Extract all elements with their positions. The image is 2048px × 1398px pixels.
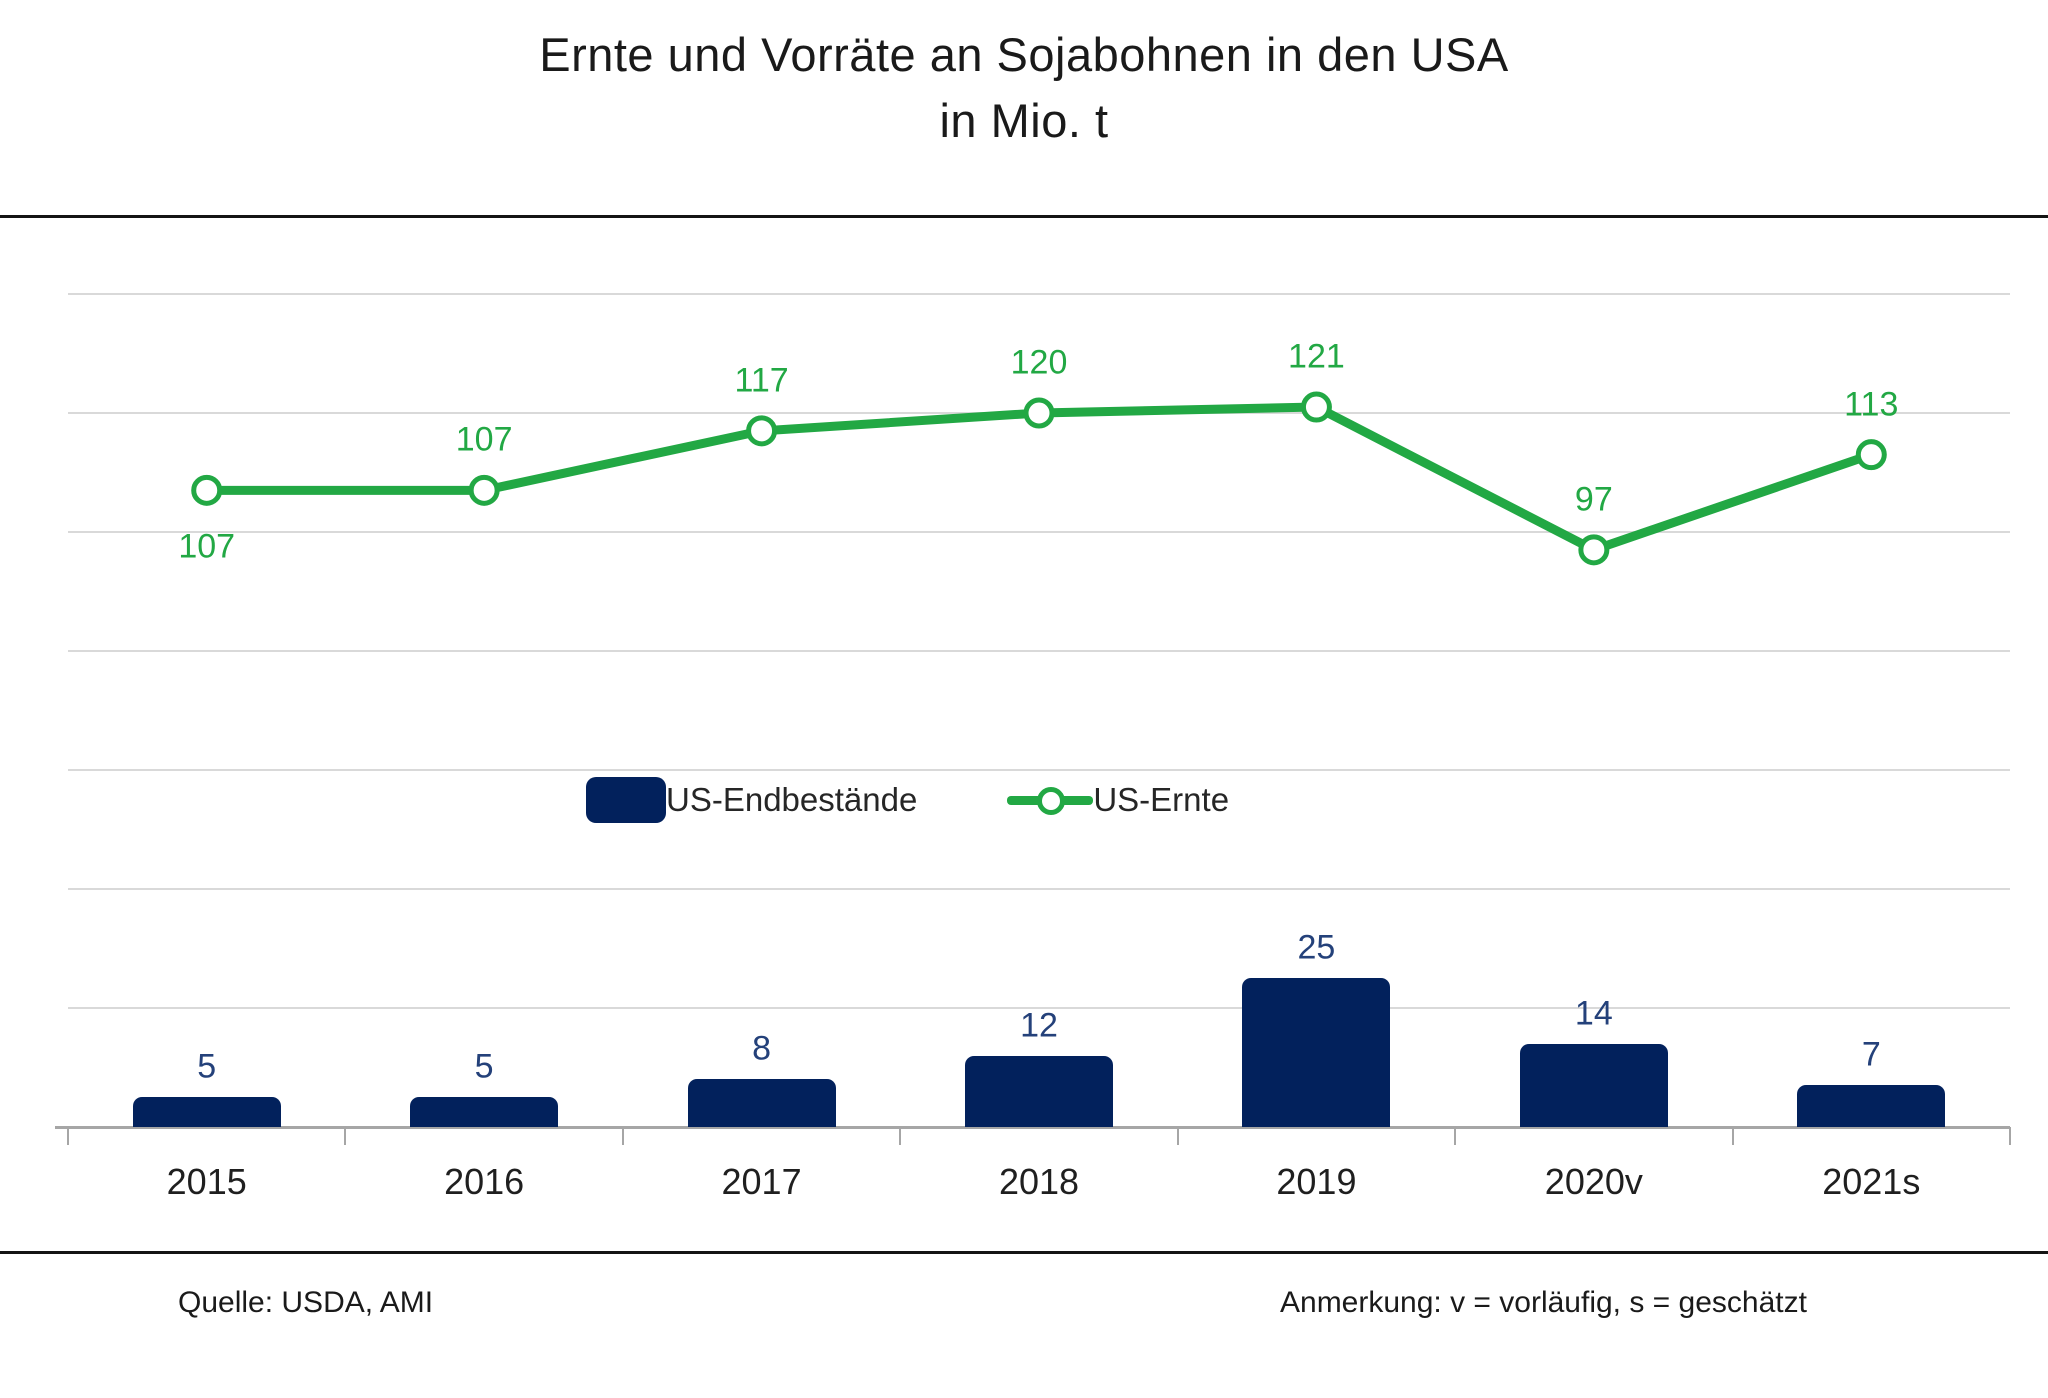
x-axis-tick	[67, 1127, 69, 1145]
x-axis-label: 2015	[166, 1161, 247, 1202]
chart-title-line2: in Mio. t	[939, 94, 1109, 147]
chart-title-line1: Ernte und Vorräte an Sojabohnen in den U…	[539, 28, 1509, 81]
note-text: Anmerkung: v = vorläufig, s = geschätzt	[1280, 1286, 1807, 1319]
bar	[1519, 1043, 1668, 1127]
bar-data-label: 7	[1861, 1035, 1881, 1074]
x-axis-tick	[1176, 1127, 1179, 1145]
x-axis-line	[55, 1126, 2010, 1129]
bar-data-label: 12	[1020, 1006, 1058, 1045]
line-point-marker-icon	[746, 415, 778, 447]
x-axis-tick	[621, 1127, 624, 1145]
bar	[965, 1055, 1113, 1127]
legend-label-endbestaende: US-Endbestände	[666, 781, 918, 818]
line-data-label: 113	[1844, 385, 1899, 424]
line-data-label: 107	[178, 527, 236, 566]
x-axis-tick	[2009, 1127, 2011, 1145]
x-axis-label: 2020v	[1544, 1161, 1643, 1202]
line-point-marker-icon	[1023, 397, 1055, 429]
x-axis-tick	[899, 1127, 902, 1145]
x-axis-label: 2016	[444, 1161, 525, 1202]
line-swatch-marker-icon	[1037, 787, 1066, 815]
legend-label-ernte: US-Ernte	[1093, 781, 1230, 818]
line-series-swatch	[1007, 777, 1094, 823]
bar	[410, 1097, 559, 1127]
line-data-label: 121	[1288, 337, 1345, 376]
top-divider-line	[0, 215, 2048, 218]
legend-item-ernte: US-Ernte	[943, 777, 1229, 823]
line-point-marker-icon	[468, 474, 500, 506]
bar	[687, 1079, 836, 1127]
x-axis-label: 2017	[721, 1161, 802, 1202]
bottom-divider-line	[0, 1251, 2048, 1254]
line-data-label: 120	[1010, 343, 1068, 382]
line-data-label: 117	[734, 361, 789, 400]
x-axis-label: 2019	[1276, 1161, 1357, 1202]
x-axis-tick	[1731, 1127, 1734, 1145]
x-axis-label: 2021s	[1822, 1161, 1921, 1202]
line-point-marker-icon	[191, 474, 223, 506]
bar-data-label: 5	[197, 1047, 217, 1086]
bar	[1797, 1085, 1946, 1127]
bar-data-label: 5	[474, 1047, 494, 1086]
gridline	[68, 650, 2010, 652]
gridline	[68, 888, 2010, 890]
bar-data-label: 8	[752, 1029, 772, 1068]
chart-title: Ernte und Vorräte an Sojabohnen in den U…	[0, 22, 2048, 154]
legend-item-endbestaende: US-Endbestände	[586, 777, 917, 823]
source-text: Quelle: USDA, AMI	[178, 1286, 434, 1319]
bar-series-swatch	[586, 777, 666, 823]
x-axis-label: 2018	[998, 1161, 1080, 1202]
bar-data-label: 25	[1297, 928, 1336, 967]
gridline	[68, 769, 2010, 771]
bar	[1242, 978, 1391, 1127]
line-point-marker-icon	[1578, 534, 1610, 566]
gridline	[68, 1007, 2010, 1009]
bar-data-label: 14	[1574, 994, 1613, 1033]
line-data-label: 107	[455, 420, 513, 459]
gridline	[68, 531, 2010, 533]
line-data-label: 97	[1574, 480, 1613, 519]
line-point-marker-icon	[1855, 439, 1887, 471]
x-axis-tick	[344, 1127, 347, 1145]
gridline	[68, 293, 2010, 295]
x-axis-tick	[1454, 1127, 1457, 1145]
bar	[132, 1097, 281, 1127]
chart-legend: US-Endbestände US-Ernte	[586, 777, 1229, 823]
line-point-marker-icon	[1300, 391, 1332, 423]
